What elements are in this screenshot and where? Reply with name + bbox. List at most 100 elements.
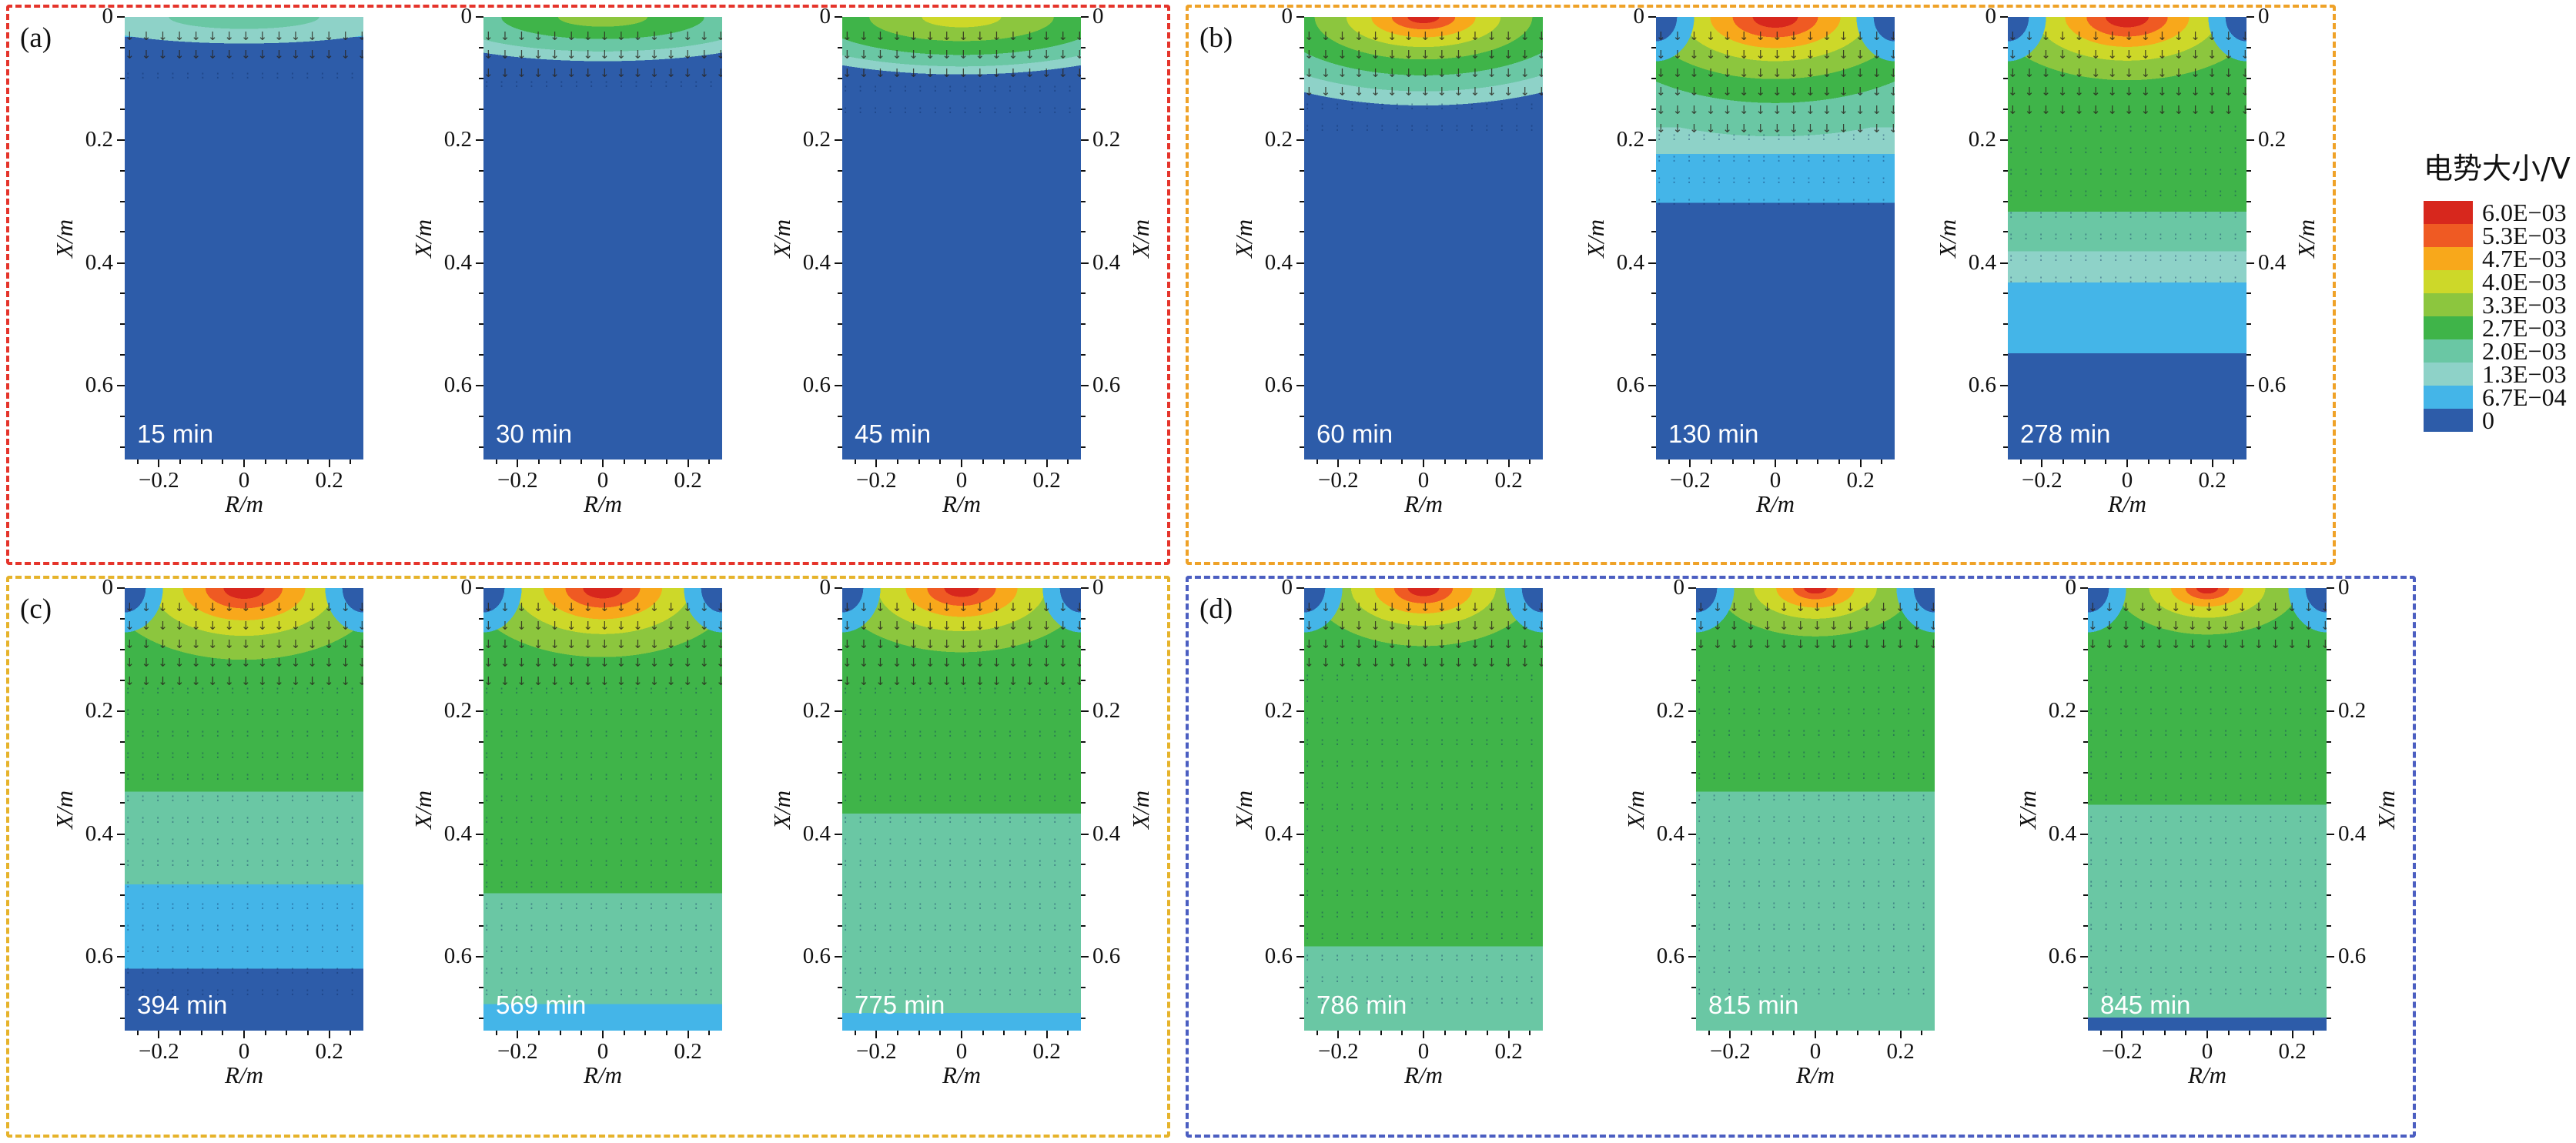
y-tick-mark — [1081, 16, 1089, 18]
x-tick-mark — [243, 1031, 245, 1038]
y-minor-tick — [120, 771, 125, 774]
x-tick-mark — [602, 1031, 604, 1038]
x-tick-label: 0.2 — [674, 468, 702, 493]
group-label: (b) — [1199, 22, 1233, 54]
y-tick-label: 0.4 — [443, 249, 472, 275]
y-minor-tick — [120, 169, 125, 172]
panel-60-min: X/m 0 0.2 0.4 0.6 ↓↓↓↓↓↓↓↓↓↓↓↓↓↓ ↓↓↓↓↓↓↓↓↓↓↓↓↓… — [1229, 4, 1543, 521]
y-tick-mark — [835, 384, 842, 386]
plot-column: ↓↓↓↓↓↓↓↓↓↓↓↓↓↓ ↓↓ ↓↓↓↓↓↓↓↓↓↓↓↓ ↓↓↓↓ ↓↓↓↓↓↓↓↓… — [125, 588, 363, 1092]
arrow-row-faint: :::::::::::::::::: — [1304, 929, 1543, 942]
y-tick-label: 0.6 — [802, 943, 831, 968]
x-minor-tick — [2147, 460, 2149, 464]
plot-column: ↓↓↓↓↓↓↓↓↓↓↓↓↓↓ ↓↓ ↓↓↓↓↓↓↓↓↓↓↓↓ ↓↓↓↓ ↓↓↓↓↓↓↓↓… — [1304, 588, 1543, 1092]
y-tick-label: 0.6 — [1092, 943, 1121, 968]
y-minor-tick — [838, 77, 842, 79]
y-axis-title: X/m — [768, 790, 795, 829]
y-axis-right: 0 0.2 0.4 0.6 — [1081, 575, 1126, 1031]
x-minor-tick — [1465, 460, 1467, 464]
x-tick-mark — [1337, 1031, 1340, 1038]
x-minor-tick — [896, 1031, 898, 1035]
x-tick-label: 0 — [955, 1039, 968, 1064]
y-tick-label: 0.2 — [2048, 697, 2076, 723]
legend-swatch — [2424, 293, 2473, 316]
x-minor-tick — [982, 1031, 984, 1035]
y-minor-tick — [1300, 169, 1304, 172]
y-tick-mark — [2080, 833, 2088, 835]
arrow-row-faint: :::::::::::::::::: — [1656, 152, 1895, 165]
x-minor-tick — [1067, 460, 1069, 464]
y-tick-label: 0.4 — [1264, 820, 1293, 846]
y-minor-tick — [2327, 771, 2331, 774]
arrow-row: ↓↓↓↓↓↓↓↓↓↓↓↓↓↓↓↓ — [1656, 66, 1895, 80]
x-minor-tick — [307, 460, 309, 464]
y-minor-tick — [1651, 354, 1656, 356]
y-axis-title-col: X/m — [49, 588, 80, 1031]
time-label: 30 min — [496, 419, 573, 448]
legend-swatch — [2424, 339, 2473, 363]
y-minor-tick — [120, 46, 125, 48]
x-minor-tick — [1444, 460, 1446, 464]
vector-field: ↓↓↓↓↓↓↓↓↓↓↓↓↓↓ ↓↓ ↓↓↓↓↓↓↓↓↓↓↓↓ ↓↓↓↓ ↓↓↓↓↓↓↓↓… — [842, 588, 1081, 1031]
y-tick-label: 0.6 — [443, 943, 472, 968]
y-axis-left: 0 0.2 0.4 0.6 — [80, 575, 125, 1031]
arrow-row-faint: :::::::::::::::::: — [1304, 886, 1543, 899]
arrow-row-faint: :::::::::::::::::: — [1304, 778, 1543, 791]
arrow-row-faint: :::::::::::::::::: — [842, 727, 1081, 740]
y-tick-label: 0 — [460, 4, 473, 28]
x-tick-mark — [1423, 460, 1424, 467]
x-minor-tick — [537, 460, 540, 464]
arrow-row-faint: :::::::::::::::::: — [125, 792, 363, 804]
arrow-row: ↓↓↓↓↓↓↓↓↓↓↓↓↓↓↓↓ — [125, 600, 363, 614]
x-minor-tick — [918, 1031, 920, 1035]
y-tick-label: 0.6 — [802, 372, 831, 397]
time-label: 845 min — [2100, 991, 2191, 1019]
arrow-row-faint: :::::::::::::::::: — [1696, 727, 1935, 740]
panel-30-min: X/m 0 0.2 0.4 0.6 ↓↓↓↓↓↓↓↓↓↓↓↓↓↓ ↓↓↓↓↓↓↓↓↓↓↓↓↓… — [408, 4, 722, 521]
panel-845-min: X/m 0 0.2 0.4 0.6 ↓↓↓↓↓↓↓↓↓↓↓↓↓↓ ↓↓↓↓↓↓↓↓↓↓↓↓↓… — [2012, 575, 2402, 1092]
arrow-row-faint: :::::::::::::::::: — [1696, 877, 1935, 891]
arrow-row: ↓↓↓↓↓↓↓↓↓↓↓↓↓↓↓↓ — [483, 29, 722, 43]
legend-swatch — [2424, 201, 2473, 224]
y-axis-left: 0 0.2 0.4 0.6 — [2043, 575, 2088, 1031]
y-minor-tick — [838, 1017, 842, 1019]
y-minor-tick — [2327, 1017, 2331, 1019]
y-minor-tick — [1691, 679, 1696, 681]
arrow-row-faint: :::::::::::::::::: — [842, 814, 1081, 826]
y-axis-title: X/m — [1622, 790, 1649, 829]
y-minor-tick — [1300, 292, 1304, 295]
y-minor-tick — [120, 292, 125, 295]
arrow-row-faint: :::::::::::::::::: — [1656, 131, 1895, 143]
arrow-row-faint: :::::::::::::::::: — [1696, 748, 1935, 761]
x-tick-label: 0 — [597, 468, 609, 493]
x-minor-tick — [350, 460, 352, 464]
y-tick-mark — [1296, 955, 1304, 958]
plot-column: ↓↓↓↓↓↓↓↓↓↓↓↓↓↓ ↓↓ ↓↓↓↓↓↓↓↓↓↓↓↓ ↓↓↓↓ ↓↓↓↓↓↓↓↓… — [2088, 588, 2327, 1092]
y-minor-tick — [2003, 169, 2008, 172]
x-minor-tick — [1857, 1031, 1859, 1035]
arrow-row: ↓↓↓↓↓↓↓↓↓↓↓↓↓↓↓↓ — [483, 66, 722, 80]
y-minor-tick — [479, 200, 483, 202]
legend-entry: 6.7E−04 — [2424, 383, 2576, 411]
y-axis-title-col: X/m — [1229, 17, 1260, 460]
y-minor-tick — [2083, 679, 2088, 681]
x-minor-tick — [1771, 1031, 1774, 1035]
y-tick-mark — [117, 262, 125, 264]
x-minor-tick — [1708, 1031, 1710, 1035]
arrow-row-faint: :::::::::::::::::: — [2088, 964, 2327, 977]
y-minor-tick — [2327, 894, 2331, 897]
x-axis: −0.2 0 0.2 — [842, 1031, 1081, 1064]
x-minor-tick — [179, 460, 181, 464]
y-tick-label: 0.6 — [85, 372, 113, 397]
y-axis-left: 0 0.2 0.4 0.6 — [1260, 4, 1304, 460]
vector-field: ↓↓↓↓↓↓↓↓↓↓↓↓↓↓ ↓↓ ↓↓↓↓↓↓↓↓↓↓↓↓ ↓↓↓↓ ↓↓↓↓↓↓↓↓… — [2008, 17, 2246, 460]
y-tick-label: 0.2 — [1968, 126, 1996, 152]
y-minor-tick — [1651, 323, 1656, 326]
y-tick-mark — [1688, 587, 1696, 589]
contour-plot: ↓↓↓↓↓↓↓↓↓↓↓↓↓↓ ↓↓ ↓↓↓↓↓↓↓↓↓↓↓↓ ↓↓↓↓ ↓↓↓↓↓↓↓↓… — [483, 17, 722, 460]
x-minor-tick — [136, 1031, 139, 1035]
x-minor-tick — [136, 460, 139, 464]
arrow-row: ↓↓↓↓↓↓↓↓↓↓↓↓↓↓↓↓ — [842, 674, 1081, 688]
y-axis-title: X/m — [768, 219, 795, 258]
y-tick-label: 0.6 — [1264, 372, 1293, 397]
